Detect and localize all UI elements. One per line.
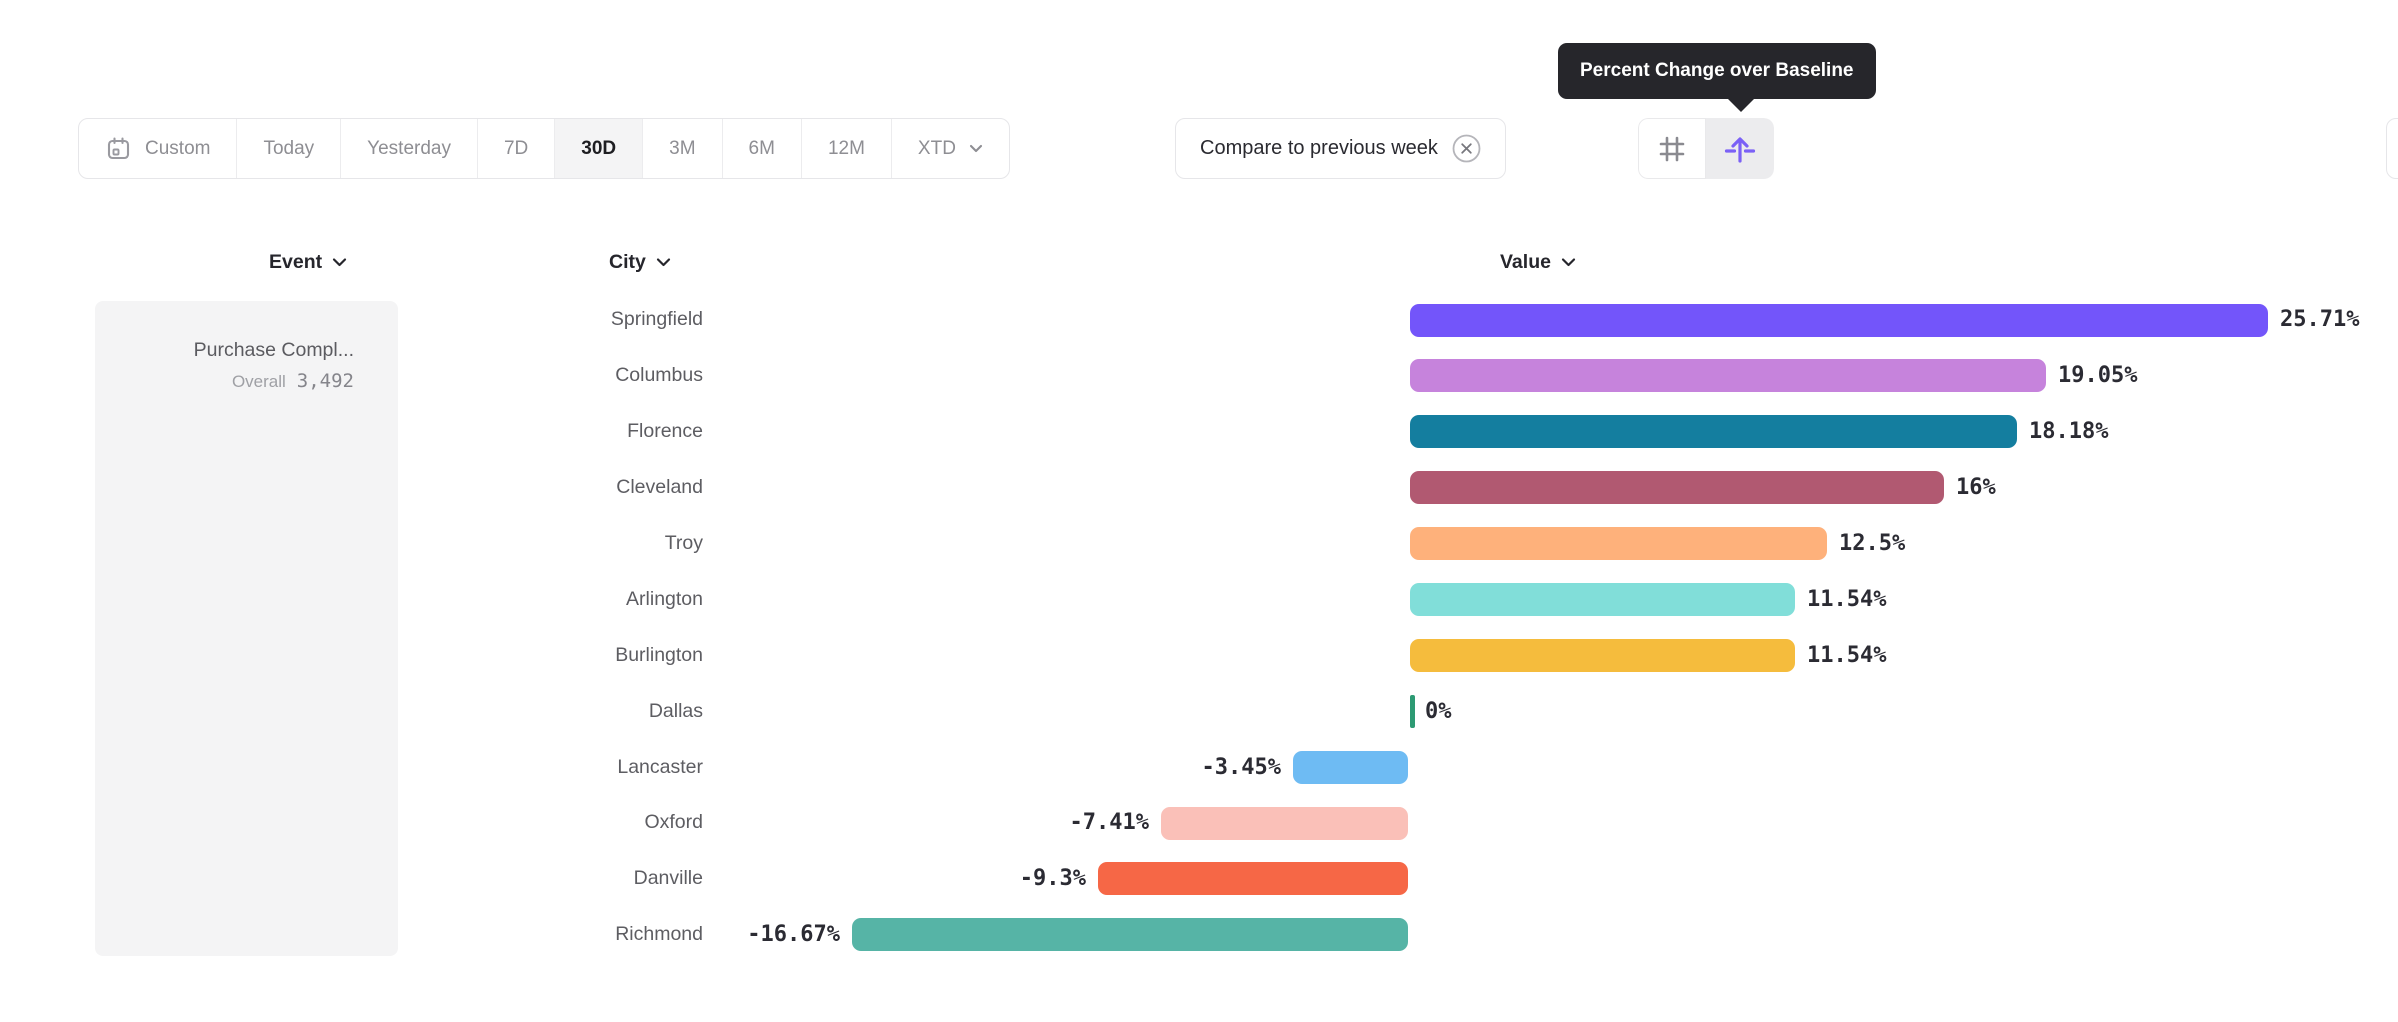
remove-compare-icon[interactable]	[1452, 134, 1481, 163]
date-range-xtd[interactable]: XTD	[890, 119, 1009, 178]
column-header-city[interactable]: City	[609, 248, 671, 276]
date-range-label: 30D	[581, 137, 617, 159]
value-label: 25.71%	[2280, 307, 2360, 333]
percent-change-baseline-button[interactable]	[1706, 118, 1774, 179]
date-range-custom[interactable]: Custom	[79, 119, 236, 178]
chevron-down-icon	[1561, 258, 1576, 267]
value-label: -3.45%	[1201, 754, 1281, 780]
date-range-label: 3M	[669, 137, 696, 159]
column-header-value[interactable]: Value	[1500, 248, 1576, 276]
event-name: Purchase Compl...	[193, 339, 354, 361]
chart-row-florence: Florence 18.18%	[0, 404, 2398, 460]
date-range-toolbar: Custom Today Yesterday 7D 30D 3M 6M 12M XTD	[78, 118, 1010, 179]
value-label: -9.3%	[1019, 866, 1086, 892]
value-bar[interactable]	[1410, 582, 1795, 616]
tooltip-text: Percent Change over Baseline	[1580, 60, 1854, 81]
bar-chart: Springfield 25.71% Columbus 19.05% Florence 1…	[0, 292, 2398, 963]
value-label: 16%	[1956, 475, 1996, 501]
date-range-30d[interactable]: 30D	[554, 119, 643, 178]
city-label: Oxford	[644, 811, 703, 834]
date-range-label: 7D	[503, 137, 529, 159]
city-label: Burlington	[615, 643, 703, 666]
city-label: Springfield	[610, 308, 703, 331]
value-bar[interactable]	[1293, 750, 1408, 784]
compare-chip[interactable]: Compare to previous week	[1175, 118, 1506, 179]
value-bar[interactable]	[1098, 862, 1408, 896]
value-bar[interactable]	[1161, 806, 1408, 840]
city-label: Lancaster	[617, 755, 703, 778]
value-bar[interactable]	[1410, 527, 1827, 561]
column-header-event[interactable]: Event	[269, 248, 347, 276]
date-range-label: 6M	[748, 137, 775, 159]
date-range-label: XTD	[917, 137, 956, 159]
calendar-icon	[107, 137, 130, 160]
city-label: Richmond	[615, 923, 703, 946]
chart-row-burlington: Burlington 11.54%	[0, 627, 2398, 683]
tooltip: Percent Change over Baseline	[1558, 43, 1876, 112]
value-label: -7.41%	[1069, 810, 1149, 836]
city-label: Arlington	[626, 587, 703, 610]
chevron-down-icon	[656, 258, 670, 267]
date-range-today[interactable]: Today	[236, 119, 340, 178]
value-header-label: Value	[1500, 251, 1551, 273]
chart-row-lancaster: Lancaster -3.45%	[0, 739, 2398, 795]
chart-row-cleveland: Cleveland 16%	[0, 460, 2398, 516]
edge-partial-button[interactable]	[2386, 118, 2398, 179]
metric-value: 3,492	[296, 370, 354, 392]
date-range-label: Custom	[145, 137, 211, 159]
city-label: Troy	[664, 532, 703, 554]
city-label: Cleveland	[616, 476, 703, 499]
city-label: Florence	[627, 420, 703, 443]
city-header-label: City	[609, 251, 646, 273]
city-label: Columbus	[615, 364, 703, 387]
date-range-yesterday[interactable]: Yesterday	[340, 119, 477, 178]
event-panel[interactable]: Purchase Compl... Overall 3,492	[95, 301, 398, 956]
date-range-3m[interactable]: 3M	[642, 119, 721, 178]
date-range-label: Yesterday	[367, 137, 451, 159]
chart-view-toggle	[1638, 118, 1774, 179]
chart-row-springfield: Springfield 25.71%	[0, 292, 2398, 348]
value-bar[interactable]	[1410, 694, 1415, 728]
chart-row-richmond: Richmond -16.67%	[0, 907, 2398, 963]
chart-row-arlington: Arlington 11.54%	[0, 571, 2398, 627]
chart-row-oxford: Oxford -7.41%	[0, 795, 2398, 851]
number-grid-icon	[1656, 133, 1688, 165]
metric-label: Overall	[231, 372, 286, 391]
date-range-12m[interactable]: 12M	[800, 119, 891, 178]
city-label: Dallas	[648, 699, 703, 722]
value-bar[interactable]	[1410, 638, 1795, 672]
chart-row-columbus: Columbus 19.05%	[0, 348, 2398, 404]
date-range-label: 12M	[827, 137, 865, 159]
value-bar[interactable]	[1410, 303, 2268, 337]
tooltip-caret	[1728, 99, 1754, 112]
value-bar[interactable]	[1410, 471, 1944, 505]
event-header-label: Event	[269, 251, 323, 273]
value-label: 18.18%	[2029, 419, 2109, 445]
value-label: 11.54%	[1807, 642, 1887, 668]
percent-change-baseline-icon	[1723, 132, 1757, 166]
chart-row-dallas: Dallas 0%	[0, 683, 2398, 739]
value-label: 0%	[1425, 698, 1452, 724]
date-range-label: Today	[263, 137, 315, 159]
value-bar[interactable]	[1410, 359, 2046, 393]
chevron-down-icon	[969, 144, 982, 153]
chart-row-troy: Troy 12.5%	[0, 516, 2398, 572]
city-label: Danville	[633, 867, 703, 890]
number-grid-button[interactable]	[1638, 118, 1706, 179]
chart-row-danville: Danville -9.3%	[0, 851, 2398, 907]
compare-chip-label: Compare to previous week	[1200, 137, 1438, 159]
event-metric: Overall 3,492	[95, 370, 354, 392]
date-range-7d[interactable]: 7D	[476, 119, 554, 178]
chevron-down-icon	[333, 258, 347, 267]
value-label: -16.67%	[747, 922, 840, 948]
value-label: 12.5%	[1839, 531, 1906, 556]
date-range-6m[interactable]: 6M	[721, 119, 801, 178]
value-bar[interactable]	[1410, 415, 2017, 449]
value-bar[interactable]	[852, 918, 1408, 952]
value-label: 19.05%	[2058, 363, 2138, 389]
value-label: 11.54%	[1807, 586, 1887, 612]
